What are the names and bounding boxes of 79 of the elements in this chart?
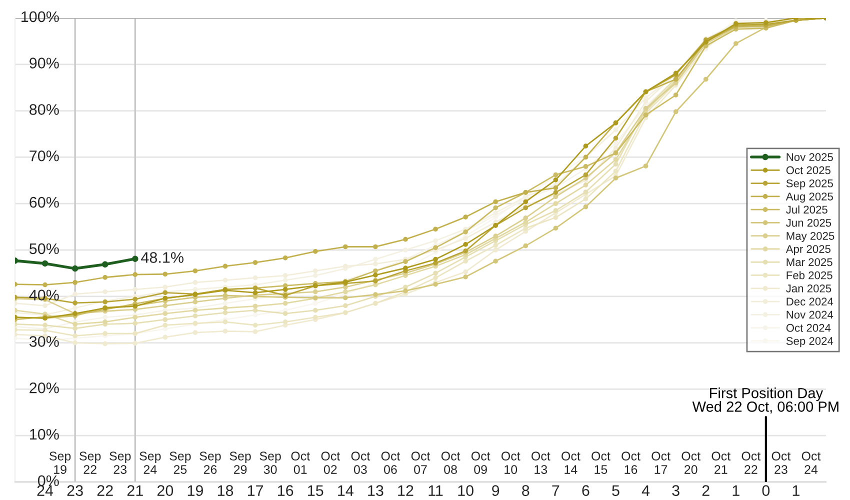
x-tick-label: 21 [127,485,143,496]
legend-label: Sep 2025 [786,179,833,190]
legend-label: Oct 2024 [786,324,831,332]
x-tick-label: 19 [188,485,203,496]
x-tick-label: 18 [218,485,234,496]
annotation: Sep 30 [260,452,281,474]
x-tick-label: 0 [762,485,770,496]
x-tick-label: 9 [492,485,500,496]
legend-label: Jun 2025 [786,218,832,227]
x-tick-label: 3 [672,485,680,496]
annotation: Oct 01 [291,452,310,474]
x-tick-label: 12 [398,485,414,496]
legend-label: Oct 2025 [786,166,830,174]
annotation: Oct 24 [802,452,821,474]
annotation: Oct 07 [411,452,430,474]
legend-label: Sep 2024 [786,337,834,348]
annotation: Oct 13 [532,452,550,474]
annotation: Oct 15 [592,452,610,474]
legend-label: May 2025 [786,232,834,242]
annotation: Oct 09 [471,452,490,474]
x-tick-label: 24 [37,485,54,496]
x-tick-label: 13 [368,485,384,496]
y-tick-label: 80% [30,104,59,115]
y-tick-label: 20% [30,382,59,394]
y-tick-label: 100% [22,11,59,22]
annotation: Oct 21 [712,452,730,474]
x-tick-label: 10 [458,485,474,496]
annotation: Oct 10 [501,452,520,474]
x-tick-label: 5 [612,485,620,496]
annotation: Oct 03 [351,452,370,474]
legend-label: Jul 2025 [786,205,828,214]
legend-label: Apr 2025 [786,245,830,256]
x-tick-label: 4 [642,485,650,496]
y-tick-label: 50% [29,243,59,254]
legend-label: Dec 2024 [786,298,834,306]
annotation: Sep 26 [200,452,221,474]
annotation: Sep 24 [140,452,161,474]
ref-line-label: First Position Day Wed 22 Oct, 06:00 PM [692,388,838,414]
annotation: Sep 19 [50,452,71,474]
legend-label: Mar 2025 [786,258,832,266]
annotation: Sep 22 [80,452,101,474]
x-tick-label: 22 [97,485,113,496]
annotation: Sep 29 [230,452,251,474]
x-tick-label: 6 [582,485,590,496]
legend-label: Aug 2025 [786,192,833,203]
x-tick-label: 20 [157,485,174,496]
annotation: Oct 23 [772,452,791,474]
legend-label: Feb 2025 [786,271,832,280]
annotation: Oct 02 [321,452,340,474]
x-tick-label: 2 [702,485,710,496]
x-tick-label: 17 [248,485,264,496]
y-tick-label: 30% [29,336,59,347]
annotation: Oct 22 [742,452,761,474]
annotation: Oct 17 [652,452,670,474]
legend-label: Nov 2024 [786,310,834,319]
annotation: Oct 16 [622,452,640,474]
y-tick-label: 70% [30,150,59,162]
y-tick-label: 90% [30,58,59,68]
annotation: 48.1% [141,252,184,263]
annotation: Oct 20 [682,452,700,474]
y-tick-label: 0% [38,475,59,486]
x-tick-label: 8 [522,485,530,496]
x-tick-label: 15 [308,485,324,496]
x-tick-label: 1 [792,485,800,496]
x-tick-label: 7 [552,485,560,496]
annotation: Oct 06 [381,452,400,474]
y-tick-label: 10% [30,428,59,440]
x-tick-label: 11 [428,485,443,496]
x-tick-label: 14 [338,485,354,496]
x-tick-label: 16 [278,485,294,496]
annotation: Sep 23 [110,452,131,474]
legend-label: Nov 2025 [786,153,833,162]
x-tick-label: 23 [67,485,83,496]
y-tick-label: 60% [30,196,59,208]
x-tick-label: 1 [732,485,740,496]
legend-label: Jan 2025 [786,284,832,292]
annotation: Oct 08 [441,452,460,474]
annotation: Sep 25 [170,452,191,474]
annotation: Oct 14 [562,452,580,474]
